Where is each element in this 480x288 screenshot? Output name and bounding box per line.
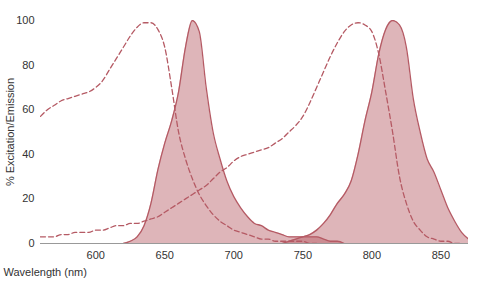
svg-text:600: 600 [87, 249, 105, 261]
svg-text:0: 0 [28, 237, 34, 249]
svg-text:750: 750 [294, 249, 312, 261]
svg-text:% Excitation/Emission: % Excitation/Emission [4, 78, 16, 186]
svg-text:650: 650 [156, 249, 174, 261]
svg-text:850: 850 [432, 249, 450, 261]
svg-text:Wavelength (nm): Wavelength (nm) [4, 266, 87, 278]
svg-text:700: 700 [225, 249, 243, 261]
svg-text:40: 40 [22, 148, 34, 160]
svg-text:800: 800 [363, 249, 381, 261]
svg-text:80: 80 [22, 59, 34, 71]
svg-text:100: 100 [16, 14, 34, 26]
svg-text:20: 20 [22, 192, 34, 204]
svg-text:60: 60 [22, 103, 34, 115]
